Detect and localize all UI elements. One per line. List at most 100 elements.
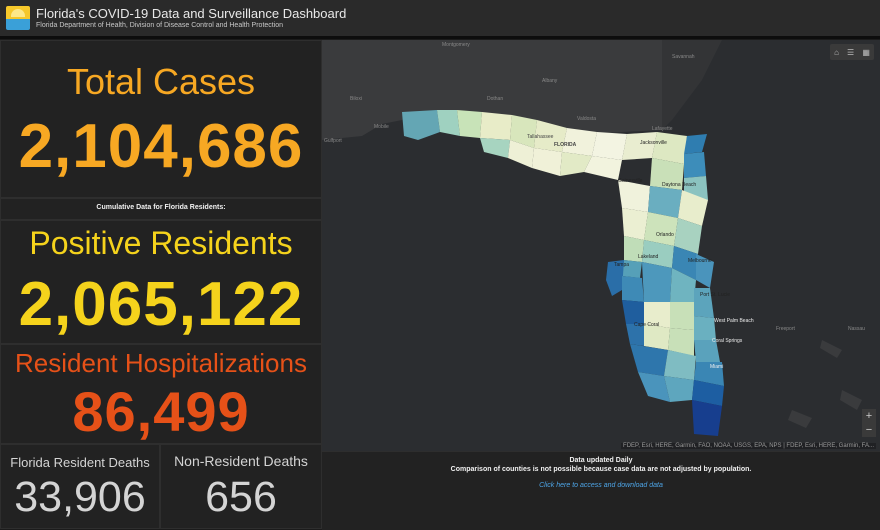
county-jackson[interactable] — [510, 115, 537, 148]
county-volusia[interactable] — [674, 218, 702, 254]
zoom-control: + − — [862, 409, 876, 437]
county-broward[interactable] — [692, 380, 724, 406]
nonresident-deaths-label: Non-Resident Deaths — [174, 453, 308, 469]
county-calhoun[interactable] — [508, 140, 534, 168]
nonresident-deaths-value: 656 — [205, 473, 277, 521]
county-brevard[interactable] — [696, 254, 714, 288]
county-walton[interactable] — [480, 112, 512, 140]
hospitalizations-value: 86,499 — [72, 380, 250, 443]
legend-icon[interactable]: ☰ — [847, 47, 855, 57]
county-escambia[interactable] — [402, 110, 440, 140]
county-monroe-mainland[interactable] — [664, 376, 694, 402]
county-union[interactable] — [650, 158, 684, 190]
county-putnam[interactable] — [678, 190, 708, 226]
dashboard-title: Florida's COVID-19 Data and Surveillance… — [36, 6, 347, 21]
county-marion[interactable] — [644, 212, 678, 246]
bahamas-island — [788, 410, 812, 428]
county-wakulla[interactable] — [560, 152, 592, 176]
bahamas-island — [840, 390, 862, 410]
place-label: Port St. Lucie — [700, 292, 730, 298]
county-palm-beach[interactable] — [694, 362, 724, 386]
place-label: Biloxi — [350, 96, 362, 102]
county-levy[interactable] — [622, 208, 648, 240]
place-label: Orlando — [656, 232, 674, 238]
map-attribution[interactable]: FDEP, Esri, HERE, Garmin, FAO, NOAA, USG… — [621, 443, 876, 449]
county-polk[interactable] — [642, 262, 672, 302]
place-label: FLORIDA — [554, 142, 577, 148]
place-label: Coral Springs — [712, 338, 743, 344]
county-indian-river[interactable] — [694, 288, 714, 318]
nonresident-deaths-panel: Non-Resident Deaths 656 — [160, 444, 322, 529]
county-martin[interactable] — [694, 340, 720, 362]
county-dixie[interactable] — [618, 180, 650, 212]
place-label: Cape Coral — [634, 322, 659, 328]
county-bay[interactable] — [480, 138, 510, 158]
county-pasco[interactable] — [622, 260, 642, 278]
total-cases-panel: Total Cases 2,104,686 — [0, 40, 322, 198]
county-gadsden[interactable] — [534, 120, 567, 152]
place-label: Savannah — [672, 54, 695, 60]
update-note: Data updated Daily — [569, 457, 633, 464]
positive-residents-value: 2,065,122 — [18, 270, 304, 339]
county-santa-rosa[interactable] — [437, 110, 460, 136]
home-icon[interactable]: ⌂ — [834, 47, 839, 57]
county-miami-dade[interactable] — [692, 400, 722, 436]
florida-health-logo-icon — [6, 6, 30, 30]
county-sumter[interactable] — [642, 240, 674, 268]
bahamas-island — [820, 340, 842, 358]
place-label: Daytona Beach — [662, 182, 696, 188]
total-cases-label: Total Cases — [66, 61, 256, 102]
place-label: West Palm Beach — [714, 318, 754, 324]
county-okaloosa[interactable] — [457, 110, 482, 138]
county-osceola[interactable] — [670, 268, 696, 302]
county-manatee[interactable] — [622, 300, 644, 324]
county-hardee[interactable] — [644, 302, 670, 328]
comparison-note: Comparison of counties is not possible b… — [450, 466, 752, 473]
county-desoto[interactable] — [644, 324, 670, 350]
county-hendry[interactable] — [664, 350, 696, 380]
basemap-icon[interactable]: ▦ — [862, 47, 870, 57]
place-label: Melbourne — [688, 258, 712, 264]
zoom-out-button[interactable]: − — [865, 424, 873, 436]
county-alachua[interactable] — [648, 186, 682, 218]
county-leon[interactable] — [562, 128, 597, 156]
cumulative-note: Cumulative Data for Florida Residents: — [96, 204, 226, 211]
place-label: Freeport — [776, 326, 796, 332]
place-label: Tallahassee — [527, 134, 554, 140]
county-map[interactable]: Montgomery Savannah Albany Dothan Valdos… — [322, 40, 880, 451]
place-label: Montgomery — [442, 42, 470, 48]
county-nassau[interactable] — [684, 134, 707, 154]
map-footer-panel: Data updated Daily Comparison of countie… — [322, 451, 880, 530]
county-liberty[interactable] — [532, 148, 562, 176]
county-sarasota[interactable] — [626, 324, 644, 346]
zoom-in-button[interactable]: + — [865, 410, 873, 422]
hospitalizations-label: Resident Hospitalizations — [15, 348, 307, 378]
county-duval[interactable] — [684, 152, 706, 178]
coastal-land — [662, 40, 722, 130]
county-hillsborough[interactable] — [622, 276, 644, 302]
county-taylor[interactable] — [584, 156, 622, 180]
place-label: Nassau — [848, 326, 865, 332]
map-toolbar: ⌂ ☰ ▦ — [830, 44, 874, 60]
county-okeechobee[interactable] — [670, 302, 694, 330]
county-citrus[interactable] — [624, 236, 644, 262]
dashboard-header: Florida's COVID-19 Data and Surveillance… — [0, 0, 880, 39]
county-collier[interactable] — [638, 372, 670, 402]
county-pinellas[interactable] — [606, 260, 624, 296]
positive-residents-panel: Positive Residents 2,065,122 — [0, 220, 322, 344]
county-lee[interactable] — [630, 344, 668, 376]
county-orange[interactable] — [672, 246, 698, 280]
county-st-lucie[interactable] — [694, 316, 716, 340]
place-label: Mobile — [374, 124, 389, 130]
download-data-link[interactable]: Click here to access and download data — [539, 482, 663, 489]
county-madison[interactable] — [622, 132, 657, 160]
county-columbia[interactable] — [652, 132, 687, 164]
county-jefferson[interactable] — [592, 132, 627, 160]
place-label: Dothan — [487, 96, 503, 102]
place-label: Gulfport — [324, 138, 342, 144]
county-glades[interactable] — [668, 328, 694, 356]
place-label: Lafayette — [652, 126, 673, 132]
place-label: Tampa — [614, 262, 629, 268]
florida-deaths-value: 33,906 — [14, 473, 146, 521]
map-canvas[interactable]: Montgomery Savannah Albany Dothan Valdos… — [322, 40, 880, 451]
